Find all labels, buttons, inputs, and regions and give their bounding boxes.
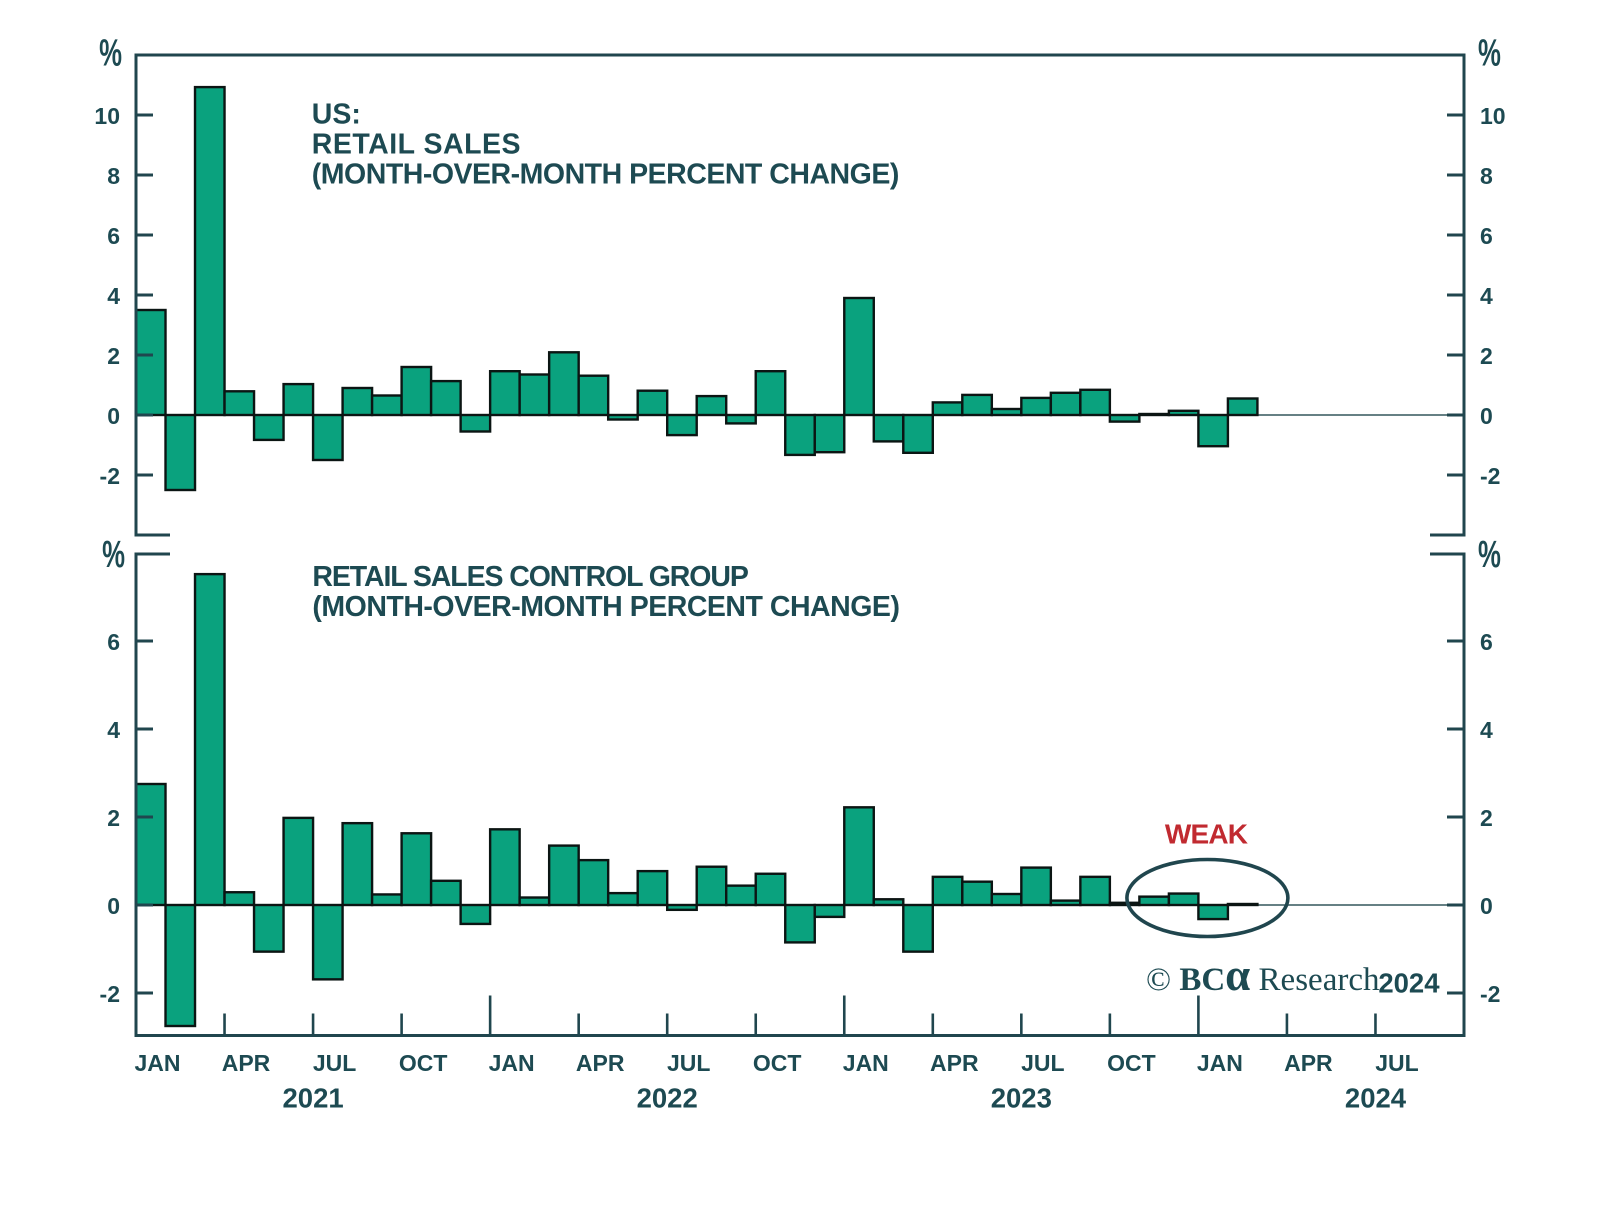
svg-text:-2: -2 — [1480, 981, 1500, 1007]
svg-text:APR: APR — [576, 1050, 625, 1076]
svg-text:2: 2 — [1480, 343, 1493, 369]
svg-text:(MONTH-OVER-MONTH PERCENT CHAN: (MONTH-OVER-MONTH PERCENT CHANGE) — [312, 158, 899, 190]
svg-text:JUL: JUL — [1375, 1050, 1418, 1076]
svg-text:2024: 2024 — [1345, 1083, 1407, 1114]
svg-text:%: % — [1478, 31, 1501, 73]
svg-text:10: 10 — [1480, 103, 1506, 129]
svg-text:2023: 2023 — [991, 1083, 1052, 1114]
svg-text:4: 4 — [1480, 283, 1493, 309]
svg-text:%: % — [99, 31, 122, 73]
svg-text:APR: APR — [222, 1050, 271, 1076]
svg-text:2: 2 — [107, 805, 120, 831]
svg-text:OCT: OCT — [399, 1050, 448, 1076]
svg-text:APR: APR — [1284, 1050, 1333, 1076]
svg-text:JAN: JAN — [134, 1050, 180, 1076]
svg-text:-2: -2 — [100, 463, 120, 489]
svg-text:US:: US: — [312, 98, 361, 130]
svg-text:2021: 2021 — [283, 1083, 344, 1114]
svg-text:%: % — [102, 533, 125, 575]
svg-text:APR: APR — [930, 1050, 979, 1076]
svg-text:-2: -2 — [100, 981, 120, 1007]
svg-text:JUL: JUL — [313, 1050, 356, 1076]
svg-text:6: 6 — [107, 629, 120, 655]
svg-text:OCT: OCT — [1107, 1050, 1156, 1076]
svg-text:WEAK: WEAK — [1165, 819, 1248, 850]
svg-text:JAN: JAN — [489, 1050, 535, 1076]
svg-text:%: % — [1478, 533, 1501, 575]
svg-text:-2: -2 — [1480, 463, 1500, 489]
svg-text:0: 0 — [1480, 403, 1493, 429]
svg-text:JUL: JUL — [667, 1050, 710, 1076]
svg-text:6: 6 — [1480, 629, 1493, 655]
svg-text:2022: 2022 — [637, 1083, 698, 1114]
svg-text:6: 6 — [1480, 223, 1493, 249]
svg-text:4: 4 — [107, 717, 120, 743]
svg-text:JUL: JUL — [1021, 1050, 1064, 1076]
svg-text:0: 0 — [107, 893, 120, 919]
svg-text:2024: 2024 — [1378, 968, 1440, 999]
svg-text:2: 2 — [107, 343, 120, 369]
svg-text:RETAIL SALES: RETAIL SALES — [312, 128, 521, 160]
svg-text:0: 0 — [107, 403, 120, 429]
svg-text:2: 2 — [1480, 805, 1493, 831]
svg-text:OCT: OCT — [753, 1050, 802, 1076]
svg-text:6: 6 — [107, 223, 120, 249]
svg-text:RETAIL SALES CONTROL GROUP: RETAIL SALES CONTROL GROUP — [312, 561, 748, 593]
svg-text:JAN: JAN — [1197, 1050, 1243, 1076]
svg-text:10: 10 — [94, 103, 120, 129]
svg-text:8: 8 — [1480, 163, 1493, 189]
svg-text:4: 4 — [1480, 717, 1493, 743]
svg-text:4: 4 — [107, 283, 120, 309]
svg-text:JAN: JAN — [843, 1050, 889, 1076]
svg-text:(MONTH-OVER-MONTH PERCENT CHAN: (MONTH-OVER-MONTH PERCENT CHANGE) — [312, 591, 899, 623]
svg-text:8: 8 — [107, 163, 120, 189]
svg-text:0: 0 — [1480, 893, 1493, 919]
